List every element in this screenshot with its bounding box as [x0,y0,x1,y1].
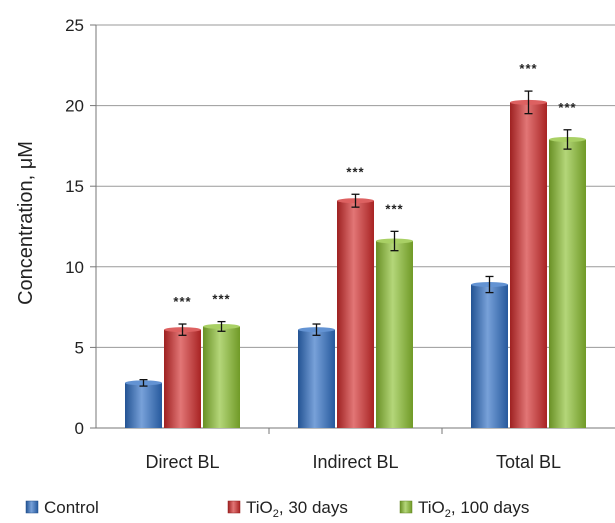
y-tick-label: 10 [65,258,84,277]
x-tick-label: Indirect BL [312,452,398,472]
y-tick-label: 15 [65,177,84,196]
bar-0-0 [125,382,162,428]
bar-1-2 [510,102,547,428]
bar-0-2 [471,284,508,428]
x-tick-label: Total BL [496,452,561,472]
bar-0-1 [298,329,335,428]
bars [125,90,586,428]
legend-label: Control [44,498,99,517]
labels: 0 5 10 15 20 25 *** *** Direct BL *** *** Indirect … [65,16,576,472]
significance-label: *** [212,292,230,307]
legend-swatch [25,500,39,514]
y-tick-label: 5 [75,338,84,357]
legend-label: TiO2, 100 days [418,498,529,520]
significance-label: *** [173,294,191,309]
y-tick-label: 20 [65,97,84,116]
bar-1-0 [164,329,201,428]
bar-2-2 [549,139,586,428]
legend-swatch [227,500,241,514]
significance-label: *** [385,201,403,216]
y-axis-label: Concentration, μM [15,141,37,305]
bar-2-1 [376,241,413,428]
y-tick-label: 25 [65,16,84,35]
significance-label: *** [519,61,537,76]
legend-label: TiO2, 30 days [246,498,348,520]
legend-swatch [399,500,413,514]
x-tick-label: Direct BL [145,452,219,472]
y-tick-label: 0 [75,419,84,438]
bar-2-0 [203,326,240,428]
significance-label: *** [558,100,576,115]
significance-label: *** [346,164,364,179]
bar-1-1 [337,200,374,428]
legend: Control TiO2, 30 days TiO2, 100 days [25,498,529,520]
